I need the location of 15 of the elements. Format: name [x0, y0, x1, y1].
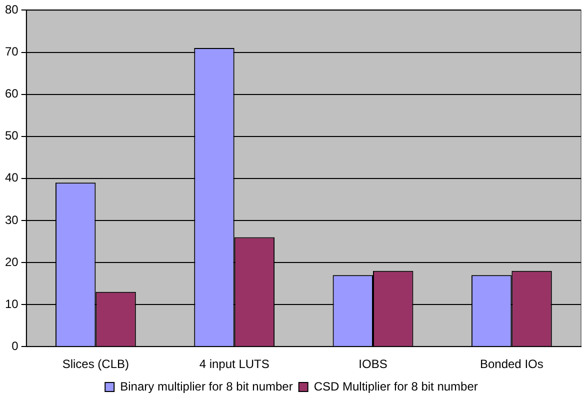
- x-tick-label: Slices (CLB): [62, 357, 130, 372]
- y-tick-label: 80: [4, 2, 19, 17]
- legend-label: Binary multiplier for 8 bit number: [120, 379, 293, 394]
- y-tick-label: 20: [4, 254, 19, 269]
- legend-label: CSD Multiplier for 8 bit number: [314, 379, 478, 394]
- x-tick-label: IOBS: [358, 357, 388, 372]
- y-tick-label: 30: [4, 212, 19, 227]
- y-tick-label: 0: [12, 338, 19, 353]
- y-tick-label: 40: [4, 170, 19, 185]
- x-tick-label: Bonded IOs: [480, 357, 544, 372]
- y-tick-label: 10: [4, 296, 19, 311]
- x-tick-label: 4 input LUTS: [199, 357, 270, 372]
- y-tick-label: 70: [4, 44, 19, 59]
- y-tick-label: 50: [4, 128, 19, 143]
- y-tick-label: 60: [4, 86, 19, 101]
